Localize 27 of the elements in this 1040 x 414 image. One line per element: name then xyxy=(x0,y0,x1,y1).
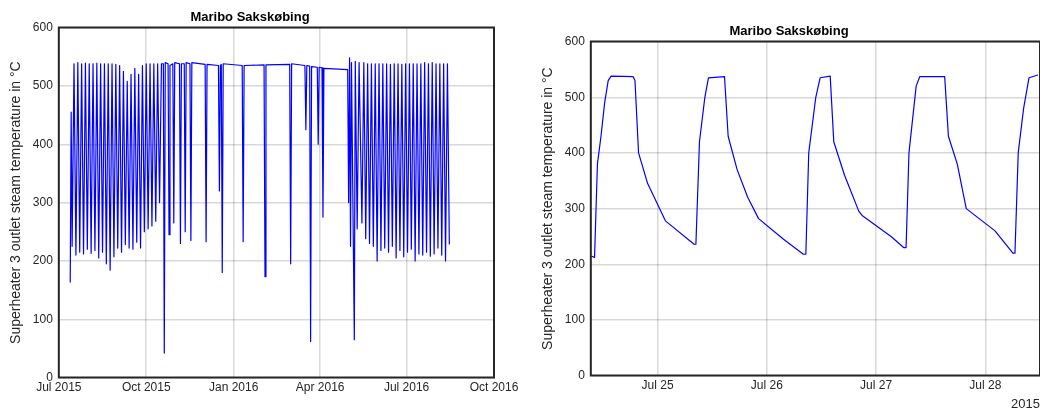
y-tick-label: 100 xyxy=(32,311,54,326)
y-axis-title: Superheater 3 outlet steam temperature in °C xyxy=(539,67,556,350)
chart-title: Maribo Sakskøbing xyxy=(729,23,849,39)
chart-title: Maribo Sakskøbing xyxy=(190,9,310,25)
x-tick-label: Jul 26 xyxy=(750,378,784,393)
x-tick-label: Jul 28 xyxy=(969,378,1002,393)
y-tick-label: 600 xyxy=(32,19,54,34)
y-tick-label: 200 xyxy=(564,256,586,271)
x-tick-label: Jul 2016 xyxy=(383,380,430,395)
x-tick-label: Oct 2016 xyxy=(469,380,519,395)
y-tick-label: 200 xyxy=(32,253,54,268)
x-tick-label: Oct 2015 xyxy=(121,380,171,395)
y-tick-label: 500 xyxy=(564,89,586,104)
x-tick-label: Jul 27 xyxy=(860,378,893,393)
x-tick-label: Jan 2016 xyxy=(208,380,259,395)
y-tick-label: 400 xyxy=(32,136,54,151)
y-tick-label: 300 xyxy=(564,200,586,215)
y-axis-title: Superheater 3 outlet steam temperature in °C xyxy=(7,61,24,344)
y-tick-label: 600 xyxy=(564,33,586,48)
y-tick-label: 500 xyxy=(32,78,54,93)
y-tick-label: 400 xyxy=(564,145,586,160)
y-tick-label: 300 xyxy=(32,194,54,209)
x-tick-label: Jul 25 xyxy=(641,378,674,393)
y-tick-label: 0 xyxy=(578,367,586,382)
x-tick-label: Apr 2016 xyxy=(295,380,345,395)
text: 2015 xyxy=(1011,395,1040,411)
y-tick-label: 100 xyxy=(564,312,586,327)
